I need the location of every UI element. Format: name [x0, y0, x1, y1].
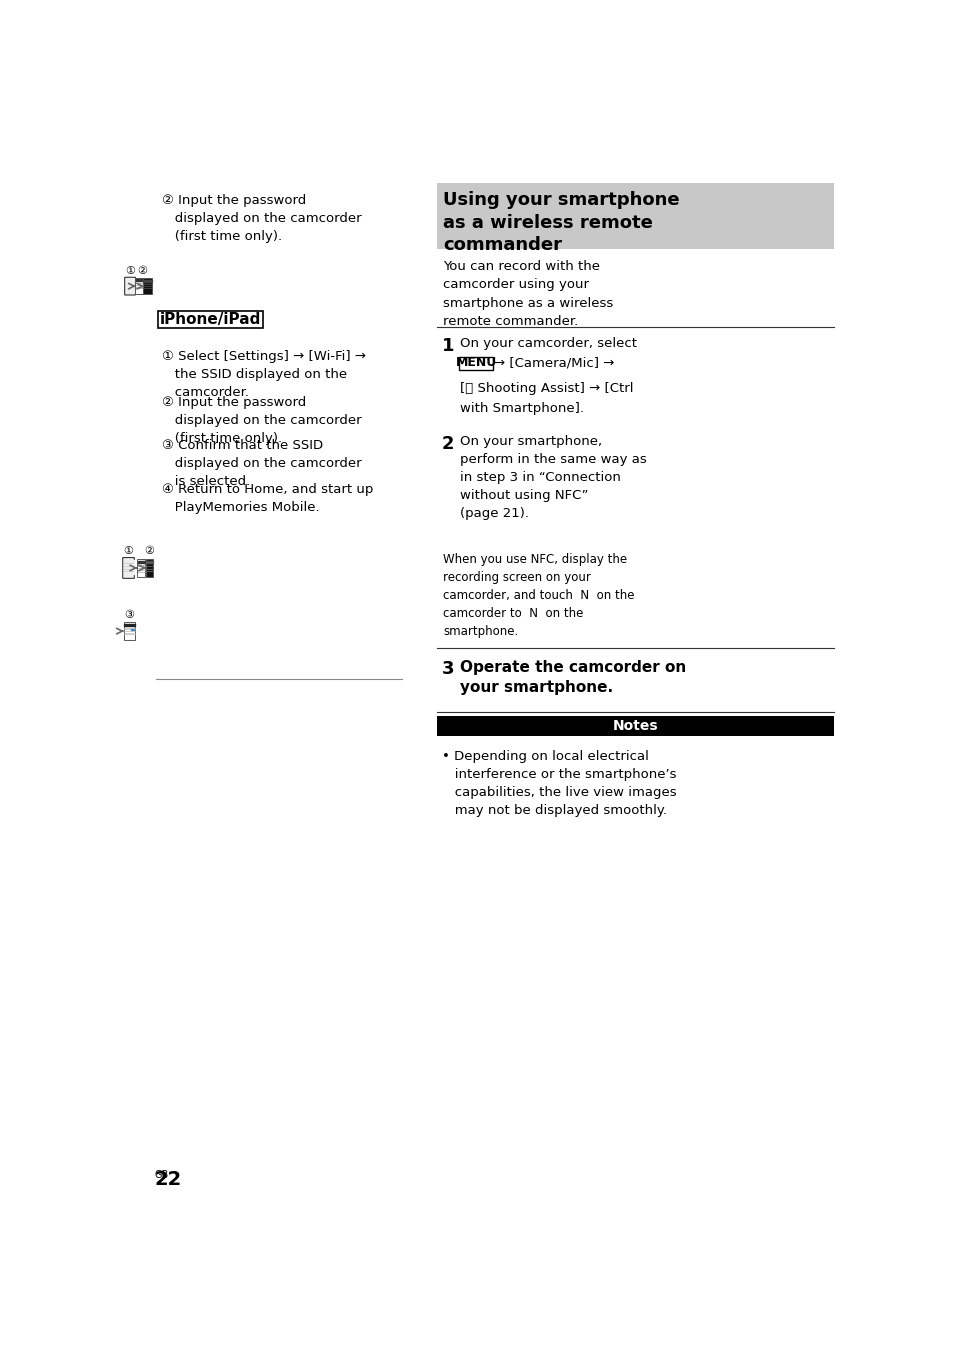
Text: When you use NFC, display the
recording screen on your
camcorder, and touch  N  : When you use NFC, display the recording … — [443, 553, 634, 638]
Text: ①: ① — [125, 266, 134, 276]
Bar — [137, 558, 145, 577]
Bar — [124, 621, 134, 640]
Text: MENU: MENU — [456, 356, 497, 370]
Text: ②: ② — [144, 546, 154, 555]
Text: GB: GB — [154, 1170, 168, 1180]
FancyBboxPatch shape — [459, 356, 493, 370]
Text: 22: 22 — [154, 1170, 181, 1189]
Bar — [135, 278, 142, 281]
Text: ② Input the password
   displayed on the camcorder
   (first time only).: ② Input the password displayed on the ca… — [162, 397, 361, 445]
Text: • Depending on local electrical
   interference or the smartphone’s
   capabilit: • Depending on local electrical interfer… — [441, 751, 676, 818]
Text: ①: ① — [124, 546, 133, 555]
Bar — [131, 629, 134, 631]
Bar — [146, 558, 153, 577]
Text: ② Input the password
   displayed on the camcorder
   (first time only).: ② Input the password displayed on the ca… — [162, 194, 361, 242]
Text: Using your smartphone
as a wireless remote
commander: Using your smartphone as a wireless remo… — [443, 191, 679, 254]
Text: Operate the camcorder on
your smartphone.: Operate the camcorder on your smartphone… — [459, 660, 686, 695]
Bar — [436, 183, 833, 249]
Text: [➕ Shooting Assist] → [Ctrl: [➕ Shooting Assist] → [Ctrl — [459, 382, 633, 394]
Bar — [436, 716, 833, 736]
Text: You can record with the
camcorder using your
smartphone as a wireless
remote com: You can record with the camcorder using … — [443, 260, 613, 328]
Text: ① Select [Settings] → [Wi-Fi] →
   the SSID displayed on the
   camcorder.: ① Select [Settings] → [Wi-Fi] → the SSID… — [162, 350, 366, 399]
Bar — [143, 280, 152, 282]
Text: → [Camera/Mic] →: → [Camera/Mic] → — [494, 356, 614, 370]
Text: ③: ③ — [124, 609, 134, 620]
Text: ②: ② — [137, 266, 147, 276]
Text: On your smartphone,
perform in the same way as
in step 3 in “Connection
without : On your smartphone, perform in the same … — [459, 434, 646, 519]
Text: 2: 2 — [441, 434, 454, 453]
Text: ③ Confirm that the SSID
   displayed on the camcorder
   is selected.: ③ Confirm that the SSID displayed on the… — [162, 438, 361, 488]
Text: 3: 3 — [441, 660, 454, 678]
FancyBboxPatch shape — [158, 311, 262, 328]
Text: Notes: Notes — [612, 718, 658, 733]
Bar — [146, 561, 153, 564]
Bar — [123, 561, 133, 574]
Text: 1: 1 — [441, 338, 454, 355]
FancyBboxPatch shape — [123, 558, 134, 578]
Text: ④ Return to Home, and start up
   PlayMemories Mobile.: ④ Return to Home, and start up PlayMemor… — [162, 483, 373, 514]
Bar — [137, 561, 145, 564]
Bar — [143, 278, 152, 293]
Bar — [124, 624, 134, 625]
Bar — [134, 278, 143, 293]
Text: On your camcorder, select: On your camcorder, select — [459, 338, 637, 350]
Text: iPhone/iPad: iPhone/iPad — [159, 312, 261, 327]
Text: with Smartphone].: with Smartphone]. — [459, 402, 583, 414]
FancyBboxPatch shape — [125, 277, 135, 295]
